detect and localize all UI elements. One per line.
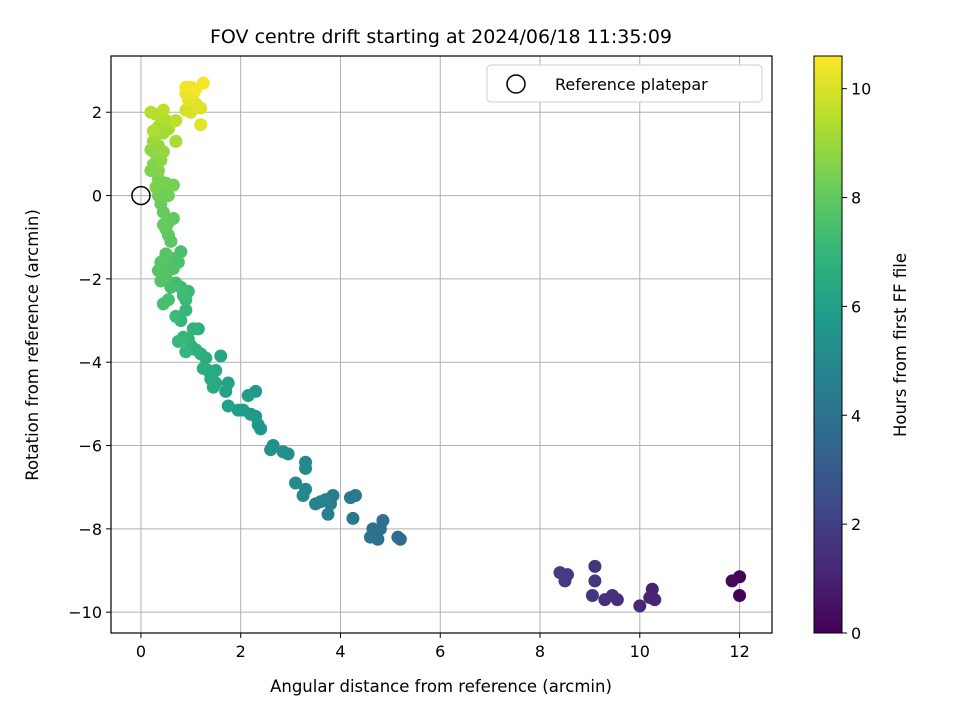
data-point (159, 247, 173, 261)
chart-title: FOV centre drift starting at 2024/06/18 … (210, 26, 672, 48)
y-tick-label: −2 (78, 270, 102, 289)
data-point (598, 593, 612, 607)
data-point (231, 403, 245, 417)
y-tick-label: 2 (92, 103, 102, 122)
data-point (219, 384, 233, 398)
data-point (221, 399, 235, 413)
data-point (214, 349, 228, 363)
data-point (179, 80, 193, 94)
data-point (164, 280, 178, 294)
data-point (169, 309, 183, 323)
colorbar-ticks: 0 2 4 6 8 10 (842, 80, 871, 643)
colorbar-tick-label: 0 (851, 624, 861, 643)
colorbar: 0 2 4 6 8 10 Hours from first FF file (813, 55, 910, 643)
x-tick-label: 8 (535, 642, 545, 661)
y-axis-ticks: −10 −8 −6 −4 −2 0 2 (68, 103, 111, 622)
data-point (289, 476, 303, 490)
data-point (146, 124, 160, 138)
data-point (156, 145, 170, 159)
data-point (264, 443, 278, 457)
y-tick-label: −8 (78, 520, 102, 539)
colorbar-tick-label: 4 (851, 406, 861, 425)
data-point (186, 322, 200, 336)
data-point (553, 566, 567, 580)
x-tick-label: 2 (236, 642, 246, 661)
y-axis-label: Rotation from reference (arcmin) (23, 209, 42, 481)
data-point (241, 389, 255, 403)
reference-platepar-marker (131, 185, 151, 206)
data-point (151, 164, 165, 178)
y-tick-label: 0 (92, 187, 102, 206)
data-point (174, 245, 188, 259)
data-point (169, 114, 183, 128)
data-point (171, 334, 185, 348)
colorbar-tick-label: 10 (851, 80, 871, 99)
data-point (585, 589, 599, 603)
data-point (296, 489, 310, 503)
data-point (144, 105, 158, 119)
data-point (276, 445, 290, 459)
x-tick-label: 10 (630, 642, 650, 661)
data-point (633, 599, 647, 613)
colorbar-tick-label: 2 (851, 515, 861, 534)
data-point (156, 103, 170, 117)
legend-reference-icon (506, 74, 526, 94)
data-point (169, 134, 183, 148)
data-point (179, 303, 193, 317)
data-point (156, 297, 170, 311)
x-tick-label: 4 (335, 642, 345, 661)
x-axis-ticks: 0 2 4 6 8 10 12 (136, 633, 750, 661)
data-point (363, 530, 377, 544)
data-point (179, 345, 193, 359)
y-tick-label: −6 (78, 437, 102, 456)
colorbar-tick-label: 8 (851, 189, 861, 208)
colorbar-tick-label: 6 (851, 297, 861, 316)
data-point (733, 589, 747, 603)
data-point (588, 559, 602, 573)
legend-label: Reference platepar (555, 75, 708, 94)
data-point (196, 76, 210, 90)
data-points (144, 76, 747, 613)
x-tick-label: 6 (435, 642, 445, 661)
data-point (299, 461, 313, 475)
legend-box (486, 64, 763, 103)
y-tick-label: −4 (78, 353, 102, 372)
data-point (725, 574, 739, 588)
data-point (149, 180, 163, 194)
data-point (391, 530, 405, 544)
colorbar-gradient (813, 55, 843, 634)
data-point (194, 118, 208, 132)
data-point (196, 361, 210, 375)
data-point (194, 101, 208, 115)
data-point (346, 511, 360, 525)
y-tick-label: −10 (68, 603, 102, 622)
legend: Reference platepar (486, 64, 763, 103)
data-point (154, 274, 168, 288)
x-axis-label: Angular distance from reference (arcmin) (270, 677, 612, 696)
data-point (161, 189, 175, 203)
x-tick-label: 12 (729, 642, 749, 661)
plot-frame (110, 55, 773, 634)
x-tick-label: 0 (136, 642, 146, 661)
data-point (309, 497, 323, 511)
data-point (156, 218, 170, 232)
data-point (343, 491, 357, 505)
colorbar-label: Hours from first FF file (891, 253, 910, 437)
data-point (643, 591, 657, 605)
data-point (588, 574, 602, 588)
grid (111, 56, 772, 633)
data-point (321, 507, 335, 521)
